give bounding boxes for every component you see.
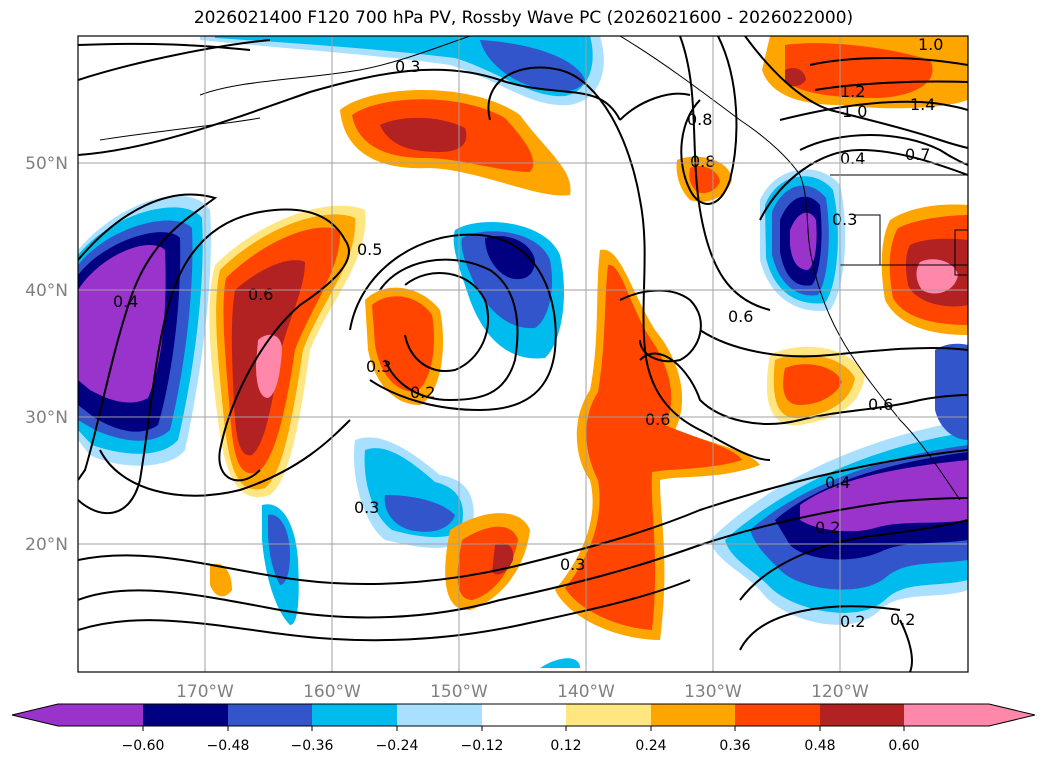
contour-label: 0.6 [248,285,273,304]
colorbar-segment [397,704,482,726]
colorbar-segment [820,704,904,726]
map-frame [77,35,969,673]
lat-label: 20°N [25,535,68,555]
contour-label: 0.7 [905,145,930,164]
colorbar-extend-max [904,704,1035,726]
colorbar-segment [228,704,312,726]
lat-label: 50°N [25,154,68,174]
contour-label: 0.2 [815,518,840,537]
lon-label: 130°W [684,682,742,702]
contour-label: 1.0 [918,35,943,54]
contour-label: 0.3 [560,555,585,574]
contour-label: 1.0 [842,102,867,121]
colorbar-tick-label: −0.48 [207,738,250,754]
lon-label: 140°W [557,682,615,702]
positive-anomaly-north [340,90,571,196]
lon-label: 160°W [303,682,361,702]
contour-label: 0.6 [868,395,893,414]
contour-label: 0.6 [645,410,670,429]
map-title: 2026021400 F120 700 hPa PV, Rossby Wave … [193,8,854,28]
contour-label: 0.4 [825,473,850,492]
negative-anomaly-south [262,437,474,625]
contour-label: 1.4 [910,95,935,114]
contour-label: 0.8 [690,152,715,171]
colorbar: −0.60 −0.48 −0.36 −0.24 −0.12 0.12 0.24 … [11,703,1036,754]
lon-label: 170°W [176,682,234,702]
colorbar-tick-label: 0.36 [719,738,750,754]
latitude-labels: 50°N 40°N 30°N 20°N [25,154,68,555]
coastlines [99,36,968,501]
lon-label: 150°W [430,682,488,702]
contour-label: 0.8 [687,110,712,129]
colorbar-segment [566,704,651,726]
colorbar-segment [735,704,820,726]
colorbar-tick-label: 0.48 [804,738,835,754]
colorbar-segment [651,704,735,726]
longitude-labels: 170°W 160°W 150°W 140°W 130°W 120°W [176,682,869,702]
contour-label: 0.4 [113,292,138,311]
map-area: 1.0 1.2 1.0 1.4 0.4 0.7 0.8 0.8 0.3 0.6 … [78,35,968,672]
colorbar-tick-label: 0.12 [550,738,581,754]
gridlines [78,36,968,672]
contour-label: 0.4 [840,149,865,168]
colorbar-segment [312,704,397,726]
contour-label: 0.3 [832,210,857,229]
colorbar-tick-label: −0.36 [291,738,334,754]
colorbar-tick-label: −0.12 [461,738,504,754]
lat-label: 30°N [25,408,68,428]
colorbar-segment [143,704,228,726]
contour-label: 0.3 [366,357,391,376]
lon-label: 120°W [811,682,869,702]
contour-label: 0.3 [354,498,379,517]
positive-anomaly-west [209,205,366,498]
lat-label: 40°N [25,281,68,301]
colorbar-tick-label: 0.60 [888,738,919,754]
colorbar-segment [482,704,566,726]
contour-label: 0.2 [410,383,435,402]
contour-label: 1.2 [840,82,865,101]
contour-label: 0.6 [728,307,753,326]
contour-label: 0.2 [890,610,915,629]
positive-anomaly-central [365,287,444,405]
contour-label: 0.2 [840,612,865,631]
colorbar-tick-label: −0.60 [122,738,165,754]
negative-anomaly-north [200,36,604,106]
contour-label: 0.5 [357,240,382,259]
pv-contours [78,36,968,672]
colorbar-tick-label: 0.24 [635,738,666,754]
contour-label: 0.3 [395,57,420,76]
colorbar-extend-min [12,704,143,726]
colorbar-tick-label: −0.24 [376,738,419,754]
